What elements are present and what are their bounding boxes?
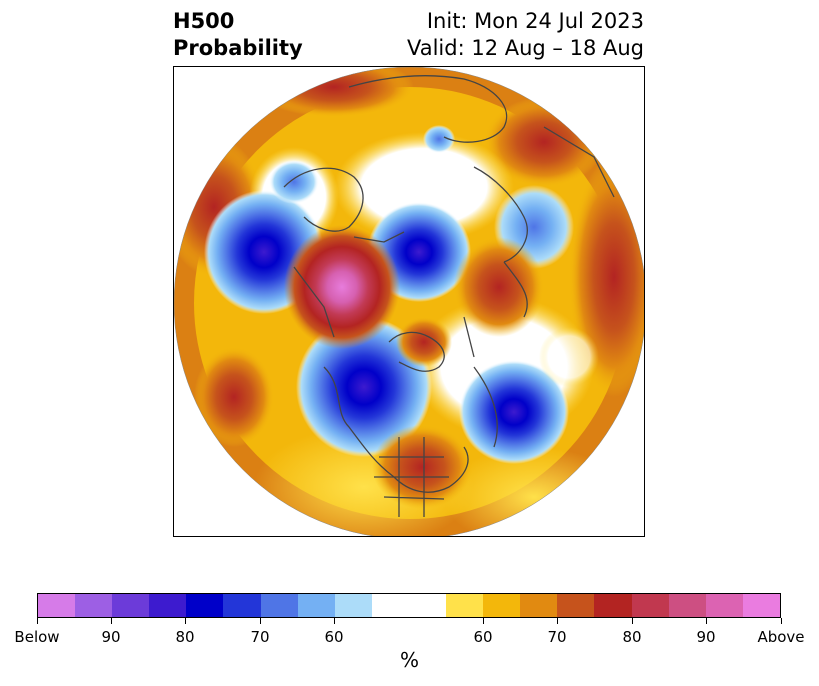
colorbar-segment — [223, 594, 261, 617]
colorbar-segment — [483, 594, 521, 617]
colorbar-segment — [668, 594, 706, 617]
colorbar-segment — [705, 594, 743, 617]
colorbar-tick-label: 80 — [175, 628, 195, 646]
colorbar-tick-mark — [111, 618, 112, 624]
colorbar-tick-label: 60 — [473, 628, 493, 646]
polar-map — [174, 67, 644, 536]
colorbar-segment — [520, 594, 558, 617]
colorbar-segment — [631, 594, 669, 617]
colorbar-tick-label: 70 — [250, 628, 270, 646]
title-product: Probability — [173, 36, 303, 60]
title-init-date: Init: Mon 24 Jul 2023 — [426, 9, 644, 33]
colorbar-tick-label: 60 — [324, 628, 344, 646]
colorbar-segment — [742, 594, 780, 617]
colorbar-segment — [334, 594, 372, 617]
colorbar-segment — [260, 594, 298, 617]
colorbar-tick-mark — [37, 618, 38, 624]
colorbar-tick-mark — [334, 618, 335, 624]
colorbar-segment — [75, 594, 113, 617]
colorbar-segment — [557, 594, 595, 617]
colorbar-segment — [149, 594, 187, 617]
colorbar-unit-label: % — [399, 648, 419, 672]
title-valid-range: Valid: 12 Aug – 18 Aug — [406, 36, 644, 60]
colorbar-tick-mark — [260, 618, 261, 624]
colorbar-ticks: Below 90 80 70 60 60 70 80 90 Above — [0, 618, 819, 658]
chart-title-left: H500 Probability — [173, 8, 303, 62]
colorbar-tick-mark — [632, 618, 633, 624]
colorbar-tick-mark — [557, 618, 558, 624]
colorbar-tick-mark — [706, 618, 707, 624]
colorbar-segment — [38, 594, 76, 617]
colorbar-tick-label: Above — [757, 628, 805, 646]
title-variable: H500 — [173, 9, 235, 33]
colorbar — [37, 593, 781, 618]
colorbar-segment — [371, 594, 409, 617]
colorbar-segment — [408, 594, 447, 617]
colorbar-tick-label: 90 — [696, 628, 716, 646]
colorbar-tick-mark — [185, 618, 186, 624]
colorbar-segment — [297, 594, 335, 617]
colorbar-tick-label: 70 — [547, 628, 567, 646]
colorbar-tick-mark — [781, 618, 782, 624]
colorbar-segment — [446, 594, 484, 617]
colorbar-tick-label: 90 — [101, 628, 121, 646]
colorbar-segment — [186, 594, 224, 617]
colorbar-tick-mark — [483, 618, 484, 624]
map-frame — [173, 66, 645, 537]
colorbar-segment — [594, 594, 632, 617]
chart-title-right: Init: Mon 24 Jul 2023 Valid: 12 Aug – 18… — [407, 8, 644, 62]
colorbar-tick-label: 80 — [622, 628, 642, 646]
colorbar-tick-label: Below — [14, 628, 60, 646]
colorbar-segment — [112, 594, 150, 617]
probability-field — [174, 67, 644, 536]
